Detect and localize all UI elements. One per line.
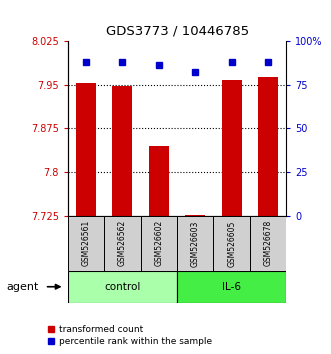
Bar	[250, 216, 286, 271]
Text: agent: agent	[7, 282, 39, 292]
Bar	[258, 77, 278, 216]
Bar	[149, 146, 169, 216]
Text: GSM526605: GSM526605	[227, 220, 236, 267]
Bar	[76, 83, 96, 216]
Text: GSM526602: GSM526602	[154, 220, 164, 267]
Bar	[68, 271, 177, 303]
Bar	[185, 215, 205, 216]
Text: GDS3773 / 10446785: GDS3773 / 10446785	[106, 24, 249, 37]
Bar	[213, 216, 250, 271]
Text: GSM526562: GSM526562	[118, 220, 127, 267]
Bar	[104, 216, 141, 271]
Text: control: control	[104, 282, 141, 292]
Bar	[113, 86, 132, 216]
Bar	[177, 271, 286, 303]
Text: GSM526678: GSM526678	[263, 220, 273, 267]
Bar	[177, 216, 213, 271]
Text: GSM526603: GSM526603	[191, 220, 200, 267]
Bar	[141, 216, 177, 271]
Bar	[68, 216, 104, 271]
Text: IL-6: IL-6	[222, 282, 241, 292]
Legend: transformed count, percentile rank within the sample: transformed count, percentile rank withi…	[44, 321, 215, 349]
Bar	[222, 80, 242, 216]
Text: GSM526561: GSM526561	[81, 220, 91, 267]
